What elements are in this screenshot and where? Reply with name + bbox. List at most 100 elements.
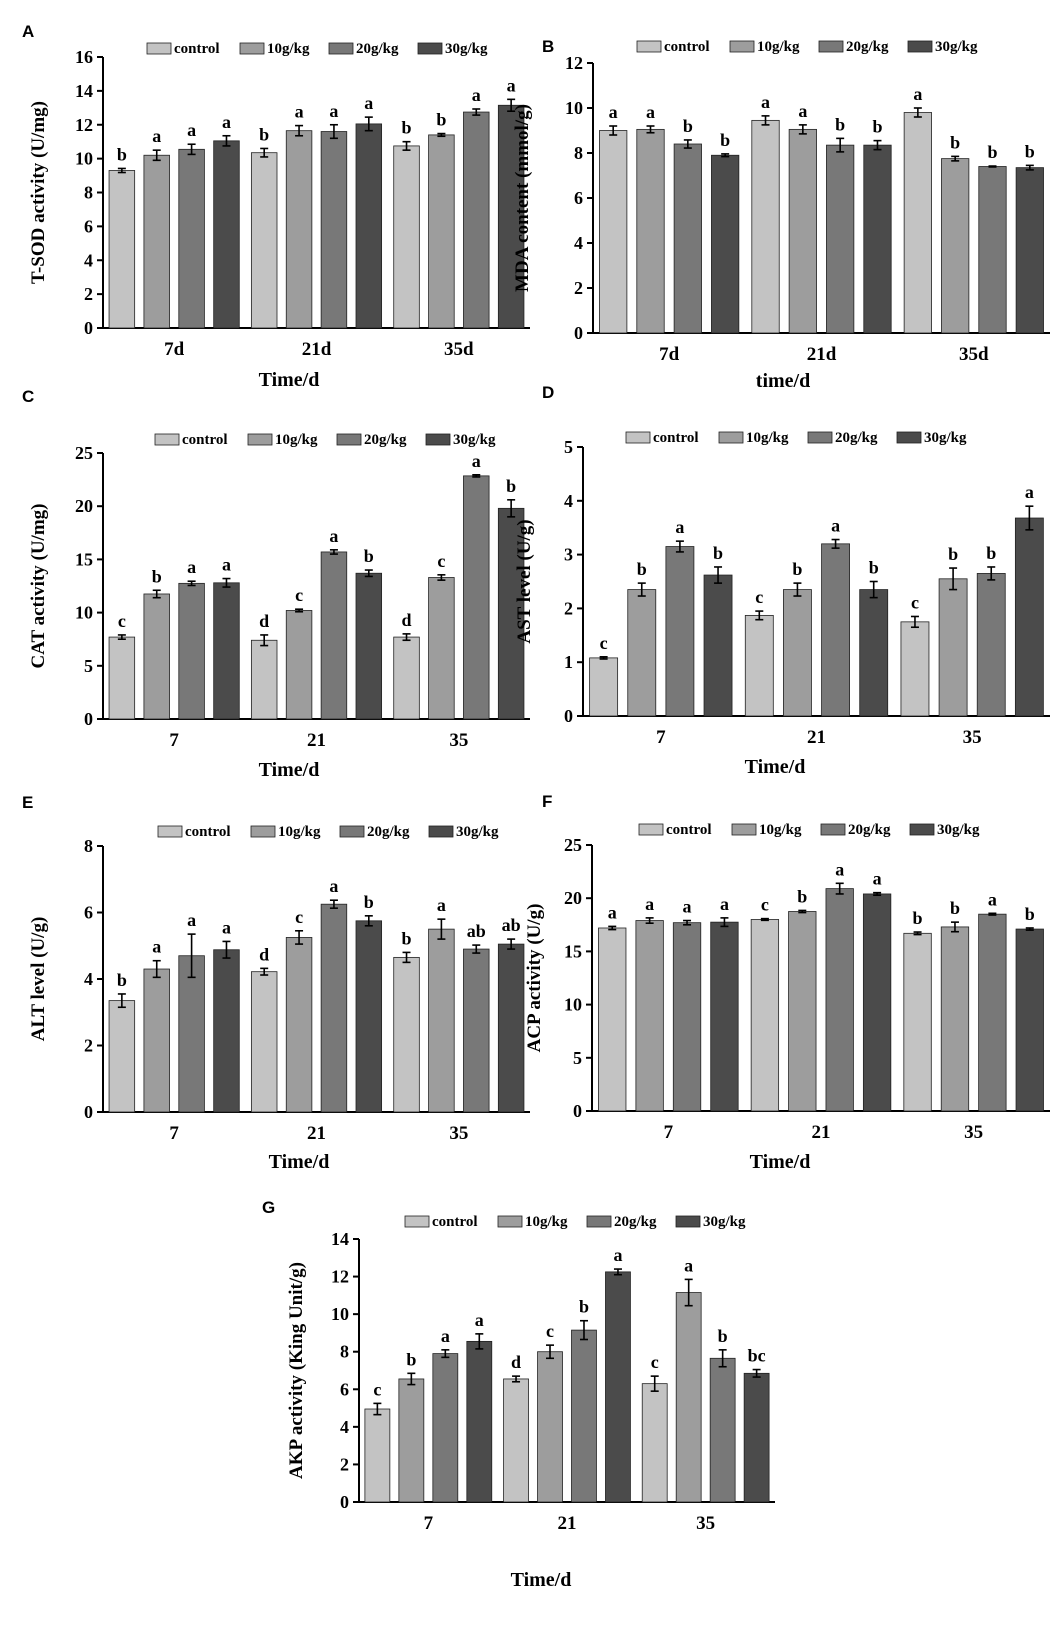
legend-label: 10g/kg (278, 824, 321, 840)
bar (783, 589, 812, 717)
x-tick-label: 21 (807, 727, 826, 748)
x-axis-label: Time/d (511, 1569, 572, 1591)
bar (143, 154, 170, 329)
x-tick-label: 35 (963, 727, 982, 748)
legend-label: 30g/kg (924, 430, 967, 446)
legend-label: 20g/kg (367, 824, 410, 840)
significance-label: a (675, 517, 684, 537)
significance-label: a (1025, 482, 1034, 502)
significance-label: b (1025, 904, 1035, 924)
x-tick-label: 21d (807, 344, 837, 365)
significance-label: a (835, 859, 844, 879)
legend-label: 30g/kg (456, 824, 499, 840)
x-tick-label: 35 (964, 1122, 983, 1143)
significance-label: b (718, 1326, 728, 1346)
bar (108, 1000, 136, 1113)
x-tick-label: 35d (444, 339, 474, 360)
significance-label: b (869, 558, 879, 578)
y-tick-label: 12 (331, 1267, 349, 1287)
y-axis-label: CAT activity (U/mg) (28, 504, 49, 669)
significance-label: d (259, 611, 269, 631)
bar (213, 582, 240, 720)
bar (788, 911, 817, 1112)
bar (178, 148, 205, 329)
legend-swatch (425, 433, 451, 446)
significance-label: a (683, 897, 692, 917)
bar (320, 131, 348, 329)
bar (941, 158, 970, 334)
legend-swatch (247, 433, 273, 446)
legend-swatch (146, 42, 172, 55)
y-tick-label: 4 (84, 250, 93, 270)
legend: control 10g/kg 20g/kg 30g/kg (404, 1214, 746, 1230)
significance-label: b (506, 476, 516, 496)
significance-label: b (364, 892, 374, 912)
legend-swatch (586, 1215, 612, 1228)
bar (641, 1383, 668, 1503)
y-tick-label: 0 (84, 709, 93, 729)
significance-label: b (713, 543, 723, 563)
significance-label: a (645, 894, 654, 914)
legend-label: control (174, 41, 220, 57)
legend-swatch (807, 431, 833, 444)
bar (703, 574, 733, 717)
significance-label: a (472, 451, 481, 471)
bar (863, 144, 892, 334)
significance-label: a (222, 555, 231, 575)
y-tick-label: 10 (565, 98, 583, 118)
legend-swatch (404, 1215, 430, 1228)
y-tick-label: 1 (564, 652, 573, 672)
bar (665, 546, 695, 717)
x-axis-label: Time/d (745, 756, 806, 778)
significance-label: a (187, 910, 196, 930)
significance-label: a (329, 101, 338, 121)
significance-label: b (436, 110, 446, 130)
significance-label: a (913, 84, 922, 104)
x-tick-label: 7 (169, 1123, 179, 1144)
legend-label: 20g/kg (848, 822, 891, 838)
significance-label: b (406, 1349, 416, 1369)
y-tick-label: 15 (564, 941, 582, 961)
bar (903, 932, 932, 1112)
y-tick-label: 25 (564, 835, 582, 855)
significance-label: a (187, 557, 196, 577)
legend-swatch (731, 823, 757, 836)
significance-label: a (988, 889, 997, 909)
significance-label: bc (748, 1346, 766, 1366)
legend-swatch (625, 431, 651, 444)
significance-label: c (651, 1352, 659, 1372)
x-tick-label: 21 (812, 1122, 831, 1143)
significance-label: ab (467, 921, 486, 941)
bar (635, 920, 664, 1112)
y-tick-label: 0 (574, 323, 583, 343)
x-tick-label: 7d (659, 344, 680, 365)
legend-label: 20g/kg (356, 41, 399, 57)
bar (503, 1378, 529, 1503)
bar (497, 943, 525, 1113)
panel-letter: D (542, 383, 554, 402)
y-tick-label: 10 (75, 603, 93, 623)
legend-label: control (185, 824, 231, 840)
legend-label: 20g/kg (835, 430, 878, 446)
x-tick-label: 7 (424, 1513, 434, 1534)
bar (393, 956, 420, 1113)
y-tick-label: 2 (84, 1036, 93, 1056)
bar (599, 130, 628, 334)
significance-label: b (950, 132, 960, 152)
legend-swatch (896, 431, 922, 444)
significance-label: b (987, 142, 997, 162)
legend-swatch (675, 1215, 701, 1228)
significance-label: a (329, 876, 338, 896)
legend-swatch (428, 825, 454, 838)
bar (859, 589, 889, 717)
significance-label: a (684, 1255, 693, 1275)
y-tick-label: 2 (84, 284, 93, 304)
bar (537, 1351, 563, 1503)
significance-label: a (831, 516, 840, 536)
panel-letter: G (262, 1198, 275, 1217)
significance-label: c (761, 895, 769, 915)
y-tick-label: 10 (564, 995, 582, 1015)
